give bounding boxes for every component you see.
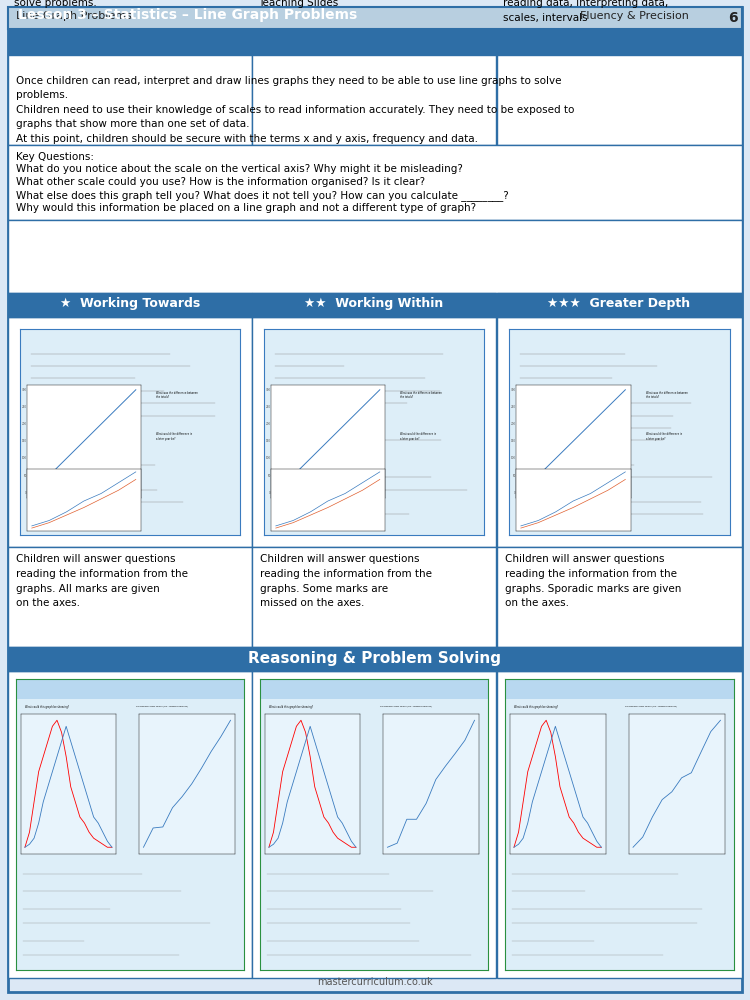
Text: What do you notice about the scale on the vertical axis? Why might it be mislead: What do you notice about the scale on th… bbox=[16, 164, 463, 174]
Bar bbox=[252, 293, 496, 317]
Bar bbox=[497, 293, 742, 317]
Bar bbox=[8, 29, 742, 55]
Bar bbox=[252, 55, 496, 145]
Text: What other scale could you use? How is the information organised? Is it clear?: What other scale could you use? How is t… bbox=[16, 177, 425, 187]
Text: Once children can read, interpret and draw lines graphs they need to be able to : Once children can read, interpret and dr… bbox=[16, 76, 574, 144]
Bar bbox=[252, 317, 496, 547]
Bar bbox=[8, 317, 252, 547]
Text: Why would this information be placed on a line graph and not a different type of: Why would this information be placed on … bbox=[16, 203, 476, 213]
Text: Trig problems from values (TM - Rosemb perhaps): Trig problems from values (TM - Rosemb p… bbox=[379, 705, 431, 707]
Text: Fluency & Precision: Fluency & Precision bbox=[580, 11, 688, 21]
Text: What would the difference in
a later year be?: What would the difference in a later yea… bbox=[400, 432, 436, 441]
Bar bbox=[252, 671, 496, 978]
Bar bbox=[497, 671, 742, 978]
Bar bbox=[8, 220, 742, 293]
Text: Key Questions:: Key Questions: bbox=[16, 152, 94, 162]
Text: mastercurriculum.co.uk: mastercurriculum.co.uk bbox=[317, 977, 433, 987]
Bar bbox=[16, 679, 244, 699]
Text: Reasoning & Problem Solving: Reasoning & Problem Solving bbox=[248, 652, 502, 666]
Bar bbox=[497, 317, 742, 547]
Text: What would the difference in
a later year be?: What would the difference in a later yea… bbox=[646, 432, 682, 441]
Text: Lesson 3 – Statistics – Line Graph Problems: Lesson 3 – Statistics – Line Graph Probl… bbox=[18, 8, 357, 22]
Text: ★  Working Towards: ★ Working Towards bbox=[60, 296, 200, 310]
Text: Interpret line graphs and use these to
solve problems.: Interpret line graphs and use these to s… bbox=[14, 0, 212, 8]
Text: What could this graph be showing?: What could this graph be showing? bbox=[514, 705, 558, 709]
Text: Line Graph Problems: Line Graph Problems bbox=[16, 11, 132, 21]
Text: Graph, line graph, data, x-axis, y-axis,
reading data, interpreting data,
scales: Graph, line graph, data, x-axis, y-axis,… bbox=[503, 0, 703, 23]
Text: 6: 6 bbox=[728, 11, 737, 25]
Bar bbox=[8, 547, 252, 647]
Bar bbox=[8, 55, 252, 145]
Text: What would the difference in
a later year be?: What would the difference in a later yea… bbox=[157, 432, 193, 441]
Bar bbox=[8, 145, 742, 220]
Text: What was the difference between
the totals?: What was the difference between the tota… bbox=[646, 391, 688, 399]
Bar bbox=[505, 679, 734, 699]
Text: Trig problems from values (TM - Rosemb perhaps): Trig problems from values (TM - Rosemb p… bbox=[134, 705, 188, 707]
Text: ★★★  Greater Depth: ★★★ Greater Depth bbox=[548, 296, 691, 310]
Text: What could this graph be showing?: What could this graph be showing? bbox=[269, 705, 314, 709]
Bar bbox=[252, 547, 496, 647]
Bar bbox=[8, 647, 742, 671]
Bar bbox=[8, 293, 252, 317]
Bar bbox=[497, 55, 742, 145]
Text: What could this graph be showing?: What could this graph be showing? bbox=[25, 705, 69, 709]
Bar bbox=[8, 671, 252, 978]
Text: ★★  Working Within: ★★ Working Within bbox=[304, 296, 444, 310]
Bar bbox=[8, 7, 742, 29]
Text: What was the difference between
the totals?: What was the difference between the tota… bbox=[157, 391, 198, 399]
Bar bbox=[260, 679, 488, 699]
Text: Children will answer questions
reading the information from the
graphs. Some mar: Children will answer questions reading t… bbox=[260, 554, 432, 608]
Text: Children will answer questions
reading the information from the
graphs. All mark: Children will answer questions reading t… bbox=[16, 554, 188, 608]
Text: Differentiated Sheets
Teaching Slides: Differentiated Sheets Teaching Slides bbox=[258, 0, 370, 8]
Text: Children will answer questions
reading the information from the
graphs. Sporadic: Children will answer questions reading t… bbox=[505, 554, 681, 608]
Text: What was the difference between
the totals?: What was the difference between the tota… bbox=[400, 391, 442, 399]
Text: What else does this graph tell you? What does it not tell you? How can you calcu: What else does this graph tell you? What… bbox=[16, 190, 508, 201]
Text: Trig problems from values (TM - Rosemb perhaps): Trig problems from values (TM - Rosemb p… bbox=[624, 705, 677, 707]
Bar bbox=[497, 547, 742, 647]
